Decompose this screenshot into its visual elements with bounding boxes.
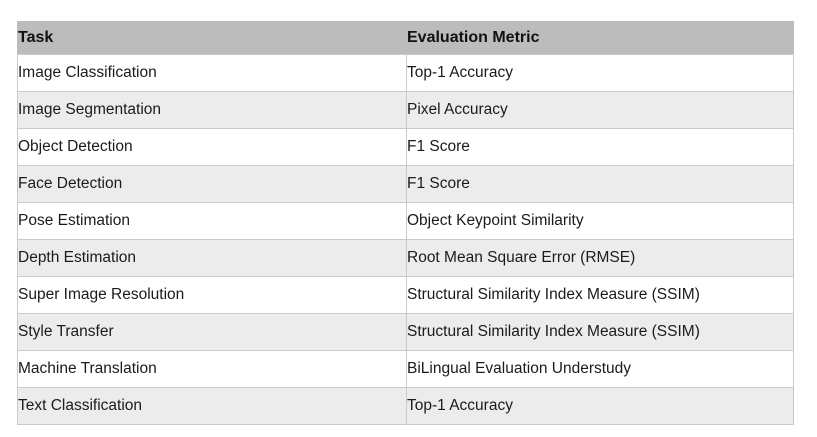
- table-header: Task Evaluation Metric: [17, 21, 794, 55]
- task-cell: Style Transfer: [17, 313, 407, 351]
- metric-cell: Structural Similarity Index Measure (SSI…: [406, 276, 794, 314]
- metric-cell: Top-1 Accuracy: [406, 54, 794, 92]
- table-row: Style Transfer Structural Similarity Inde…: [17, 313, 794, 351]
- metric-cell: F1 Score: [406, 128, 794, 166]
- column-header-evaluation-metric: Evaluation Metric: [406, 21, 794, 55]
- metric-cell: F1 Score: [406, 165, 794, 203]
- metric-cell: Root Mean Square Error (RMSE): [406, 239, 794, 277]
- task-cell: Face Detection: [17, 165, 407, 203]
- task-cell: Machine Translation: [17, 350, 407, 388]
- table-row: Super Image Resolution Structural Similar…: [17, 276, 794, 314]
- task-cell: Image Classification: [17, 54, 407, 92]
- table-row: Depth Estimation Root Mean Square Error (…: [17, 239, 794, 277]
- task-metric-table: Task Evaluation Metric Image Classificat…: [17, 21, 794, 425]
- task-cell: Depth Estimation: [17, 239, 407, 277]
- table-row: Image Classification Top-1 Accuracy: [17, 54, 794, 92]
- table-body: Image Classification Top-1 Accuracy Image …: [17, 54, 794, 425]
- table-row: Object Detection F1 Score: [17, 128, 794, 166]
- column-header-task: Task: [17, 21, 407, 55]
- task-cell: Super Image Resolution: [17, 276, 407, 314]
- task-cell: Object Detection: [17, 128, 407, 166]
- task-cell: Text Classification: [17, 387, 407, 425]
- metric-cell: Structural Similarity Index Measure (SSI…: [406, 313, 794, 351]
- task-metric-table-container: Task Evaluation Metric Image Classificat…: [17, 21, 794, 425]
- metric-cell: Object Keypoint Similarity: [406, 202, 794, 240]
- table-row: Image Segmentation Pixel Accuracy: [17, 91, 794, 129]
- table-row: Machine Translation BiLingual Evaluation …: [17, 350, 794, 388]
- table-row: Pose Estimation Object Keypoint Similarit…: [17, 202, 794, 240]
- metric-cell: Pixel Accuracy: [406, 91, 794, 129]
- table-row: Face Detection F1 Score: [17, 165, 794, 203]
- table-row: Text Classification Top-1 Accuracy: [17, 387, 794, 425]
- task-cell: Pose Estimation: [17, 202, 407, 240]
- task-cell: Image Segmentation: [17, 91, 407, 129]
- metric-cell: Top-1 Accuracy: [406, 387, 794, 425]
- metric-cell: BiLingual Evaluation Understudy: [406, 350, 794, 388]
- header-row: Task Evaluation Metric: [17, 21, 794, 55]
